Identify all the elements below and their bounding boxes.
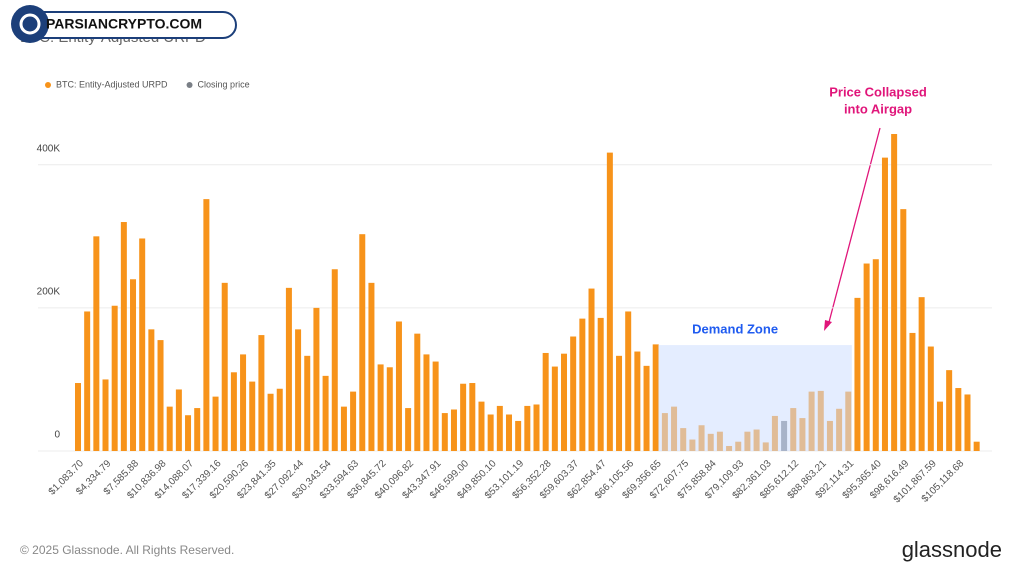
bar [900, 209, 907, 451]
legend-label: Closing price [198, 79, 250, 89]
bar [891, 134, 898, 451]
bar [450, 409, 457, 451]
bar [432, 361, 439, 451]
bar [130, 279, 137, 451]
bar [505, 414, 512, 451]
bar [175, 389, 182, 451]
bar [964, 394, 971, 451]
bar [625, 311, 632, 451]
bar [267, 393, 274, 451]
copyright: © 2025 Glassnode. All Rights Reserved. [20, 543, 234, 557]
legend-marker [186, 82, 193, 88]
bar [102, 379, 109, 451]
bar [139, 238, 146, 451]
bar [533, 404, 540, 451]
bar [460, 383, 467, 451]
bar [166, 406, 173, 451]
annotation: into Airgap [844, 101, 912, 116]
watermark-badge: PARSIANCRYPTO.COM [11, 5, 237, 43]
bar [616, 355, 623, 451]
bar [359, 234, 366, 451]
demand-zone-label: Demand Zone [692, 322, 778, 337]
bar [93, 236, 100, 451]
bar [368, 282, 375, 451]
bar [524, 405, 531, 451]
airgap-arrow [824, 127, 881, 331]
bar [570, 336, 577, 451]
bar [423, 354, 430, 451]
bar [203, 199, 210, 451]
demand-zone [658, 345, 852, 451]
bar [340, 406, 347, 451]
bar [405, 408, 412, 451]
bar [881, 157, 888, 451]
bar [652, 344, 659, 451]
annotation: Price Collapsed [829, 84, 927, 99]
bar [350, 391, 357, 451]
bar [185, 415, 192, 451]
bar [634, 351, 641, 451]
bar [120, 222, 127, 451]
bar [414, 333, 421, 451]
y-tick-label: 200K [37, 287, 61, 298]
bar [441, 413, 448, 451]
bar [148, 329, 155, 451]
bar [84, 311, 91, 451]
bar [606, 152, 613, 451]
bar [111, 305, 118, 451]
bar [276, 388, 283, 451]
bar [909, 332, 916, 451]
bar [285, 287, 292, 451]
bar [918, 297, 925, 451]
bar [221, 282, 228, 451]
bar [377, 364, 384, 451]
bar [561, 353, 568, 451]
bar [75, 383, 81, 451]
bar [588, 288, 595, 451]
bar [478, 401, 485, 451]
bar [597, 317, 604, 451]
y-tick-label: 400K [37, 143, 61, 154]
legend-label: BTC: Entity-Adjusted URPD [56, 79, 168, 89]
bar [872, 259, 879, 451]
bar [927, 346, 934, 451]
bar [863, 263, 870, 451]
bar [212, 396, 219, 451]
bar [515, 420, 522, 451]
bar [322, 375, 329, 451]
bar [854, 297, 861, 451]
bar [936, 401, 943, 451]
bar [469, 383, 476, 451]
bar [386, 367, 393, 451]
bar [395, 321, 402, 451]
bar [487, 414, 494, 451]
bar [579, 318, 586, 451]
bar [249, 381, 256, 451]
bar [551, 366, 558, 451]
bar [496, 405, 503, 451]
bar [946, 370, 953, 451]
bar [240, 354, 247, 451]
bar [313, 307, 320, 451]
watermark: PARSIANCRYPTO.COM [46, 16, 202, 32]
bar [258, 335, 265, 451]
bar [304, 355, 311, 451]
bar [194, 408, 201, 451]
bar [331, 269, 338, 451]
bar [157, 340, 164, 451]
bar [973, 441, 980, 451]
y-tick-label: 0 [54, 430, 60, 441]
bar [542, 352, 549, 451]
bar [295, 329, 302, 451]
legend-marker [45, 82, 51, 88]
bar [230, 372, 237, 451]
brand: glassnode [902, 537, 1002, 562]
bar [955, 388, 962, 451]
bar [643, 365, 650, 451]
